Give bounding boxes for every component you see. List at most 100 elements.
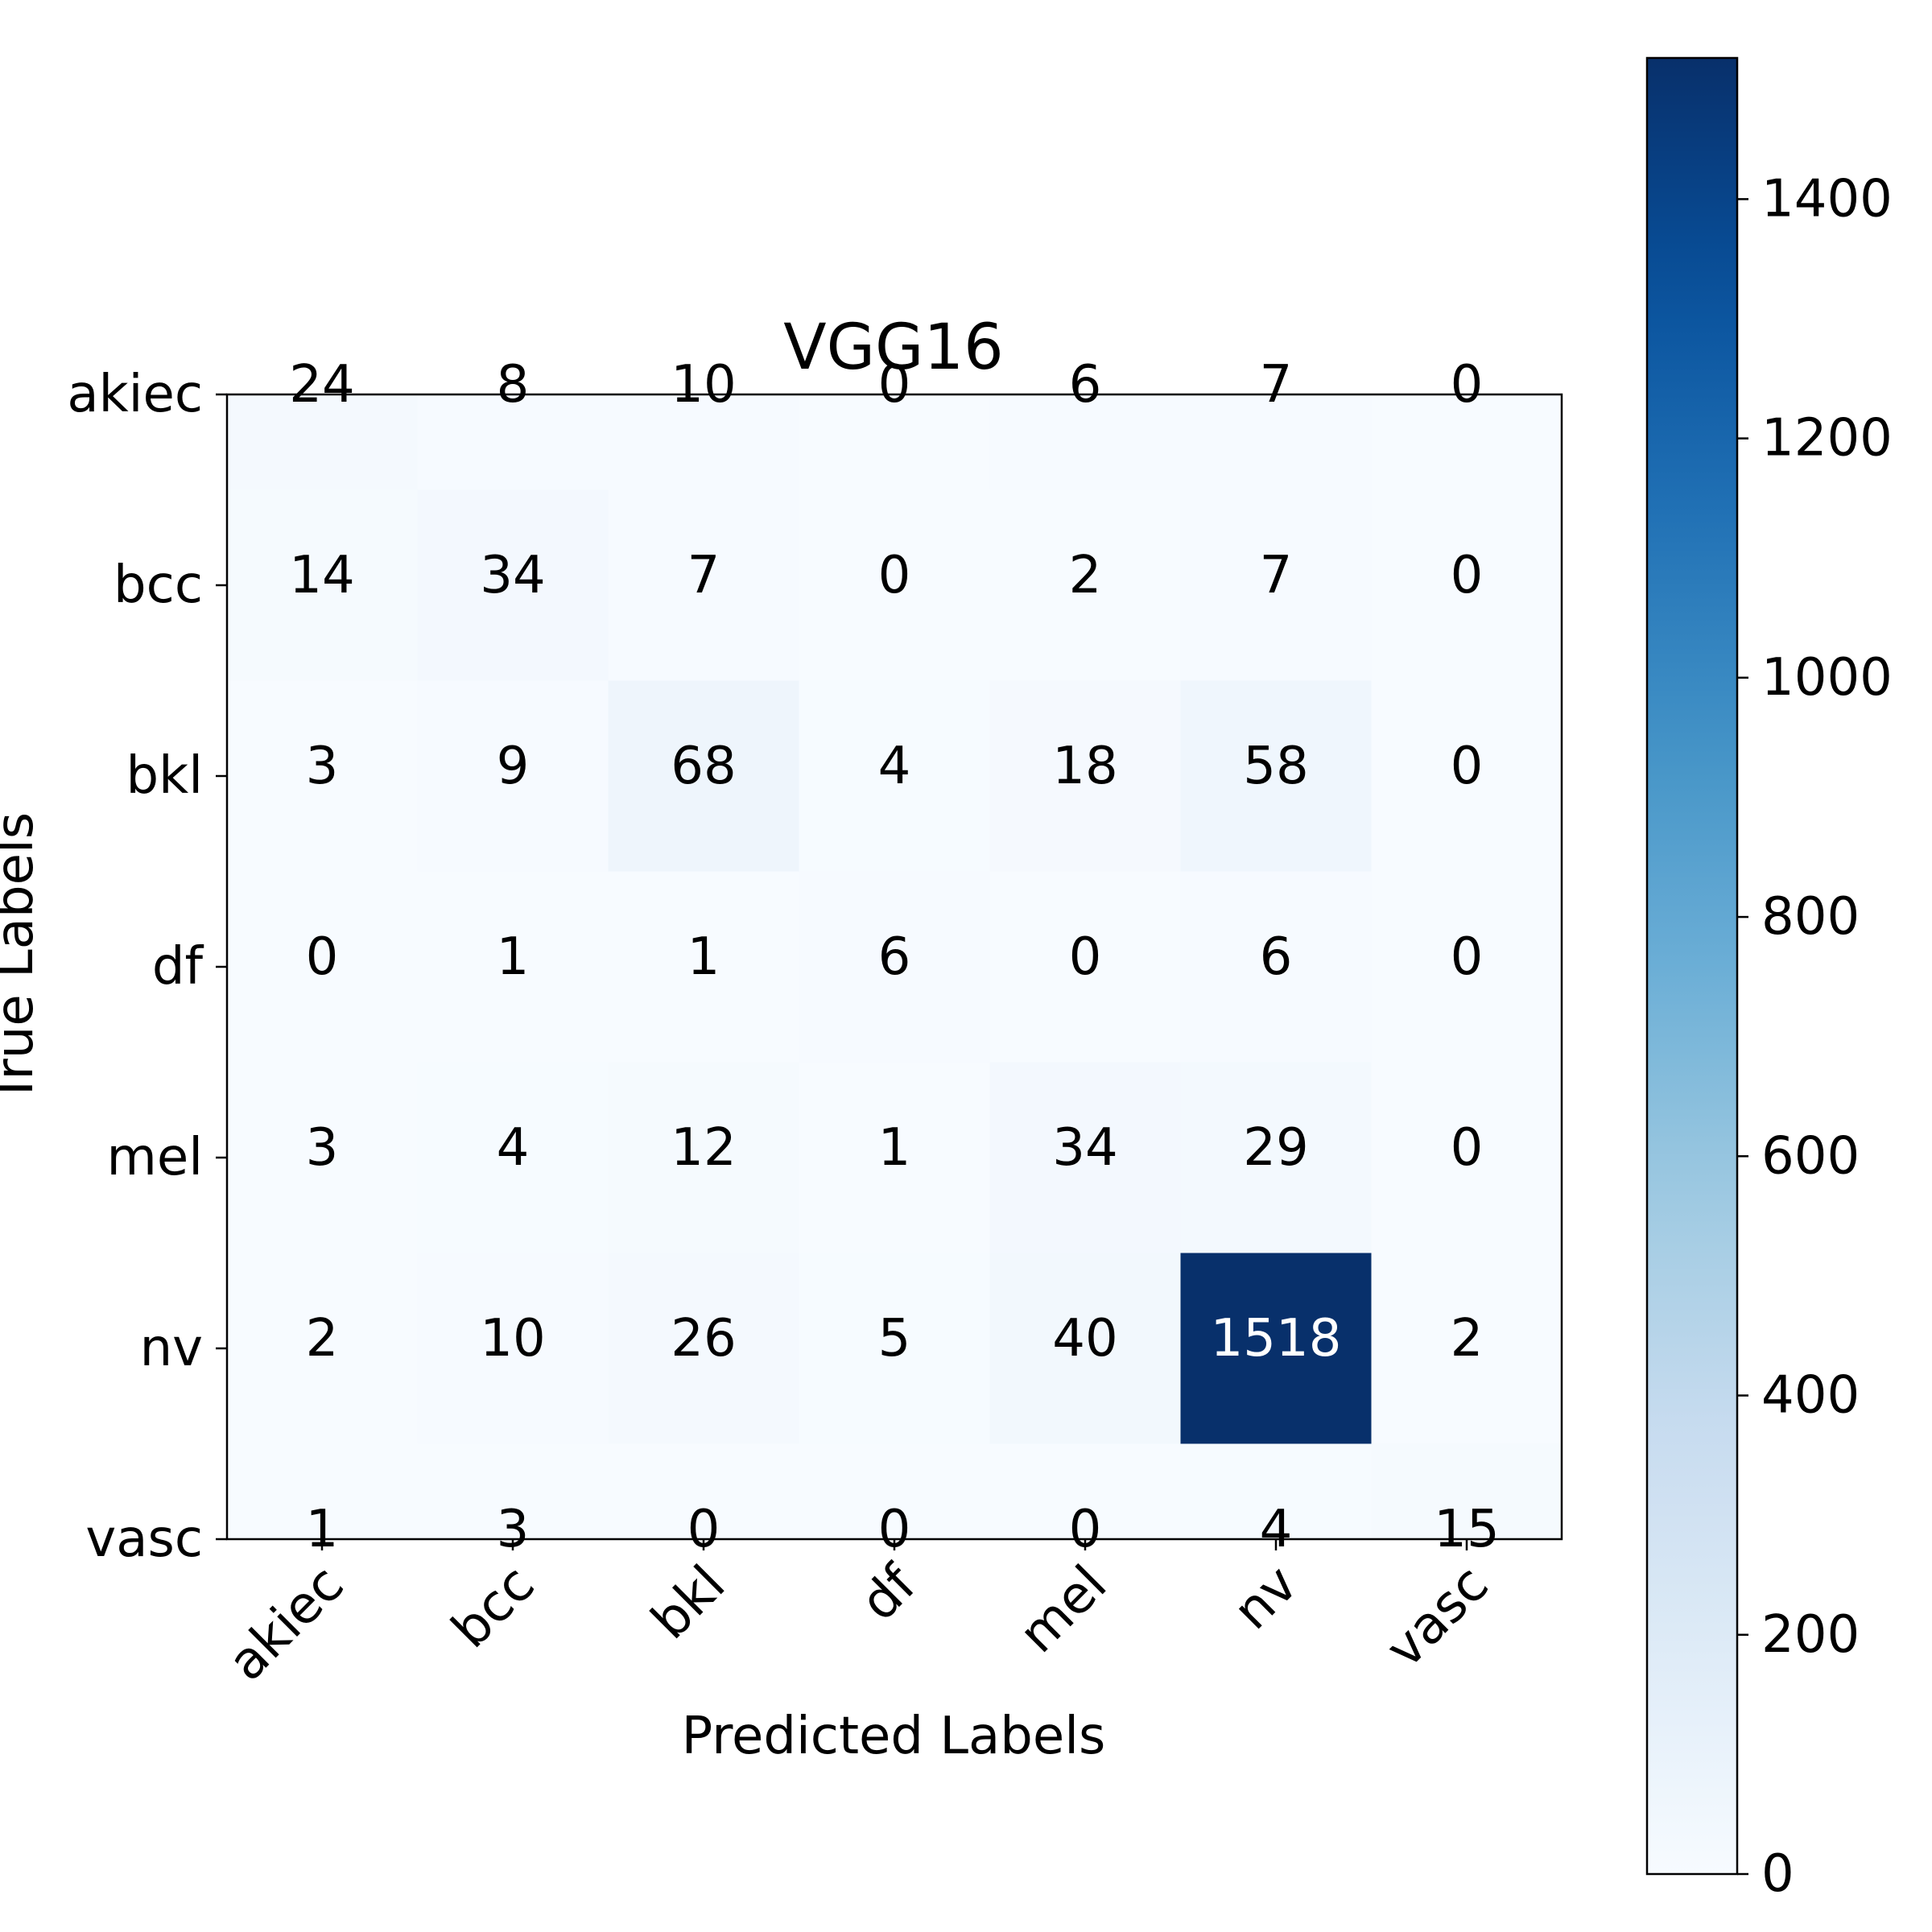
heatmap-cell [227, 489, 418, 681]
colorbar-tick-label: 800 [1761, 887, 1860, 947]
x-tick-label: mel [1008, 1554, 1118, 1665]
heatmap-cell [1180, 394, 1372, 490]
colorbar-tick-label: 400 [1761, 1366, 1860, 1426]
heatmap-cell [1371, 489, 1562, 681]
cell-value-label: 0 [306, 927, 339, 987]
y-tick-label: nv [140, 1319, 203, 1378]
colorbar-tick-label: 600 [1761, 1126, 1860, 1186]
heatmap-cell [417, 680, 609, 872]
cell-value-label: 12 [671, 1118, 736, 1178]
y-tick-label: bkl [126, 746, 203, 806]
heatmap-cell [417, 1443, 609, 1539]
heatmap-cell [1180, 871, 1372, 1063]
heatmap-cell [799, 1443, 990, 1539]
heatmap-cell [799, 1062, 990, 1253]
colorbar-tick-label: 1000 [1761, 648, 1893, 708]
cell-value-label: 9 [497, 737, 530, 796]
cell-value-label: 0 [1069, 927, 1102, 987]
cell-value-label: 6 [878, 927, 911, 987]
heatmap-cell [417, 1253, 609, 1444]
heatmap-cell [1180, 1253, 1372, 1444]
heatmap-cell [799, 680, 990, 872]
heatmap-cell [1371, 680, 1562, 872]
heatmap-cell [1180, 1443, 1372, 1539]
chart-title: VGG16 [783, 312, 1004, 384]
cell-value-label: 2 [1069, 546, 1102, 605]
heatmap-cell [1371, 1443, 1562, 1539]
heatmap-cell [417, 489, 609, 681]
cell-value-label: 3 [306, 737, 339, 796]
cell-value-label: 0 [1451, 737, 1484, 796]
cell-value-label: 58 [1243, 737, 1308, 796]
cell-value-label: 8 [497, 355, 530, 415]
colorbar: 0 200 400 600 800 1000 1200 1400 [1645, 56, 1893, 1904]
cell-value-label: 7 [1260, 355, 1293, 415]
cell-value-label: 2 [1451, 1309, 1484, 1368]
heatmap: 24 8 10 0 6 7 014 34 7 0 2 7 03 9 68 4 18 58 00 1 1 6 0 6 03 4 12 1… [67, 355, 1563, 1693]
cell-value-label: 1 [497, 927, 530, 987]
cell-value-label: 6 [1260, 927, 1293, 987]
heatmap-cell [608, 394, 799, 490]
y-tick-label: akiec [67, 365, 203, 424]
heatmap-cell [1371, 1253, 1562, 1444]
y-tick-label: df [152, 937, 204, 997]
cell-value-label: 0 [878, 355, 911, 415]
heatmap-cell [1371, 871, 1562, 1063]
x-tick-label: akiec [217, 1554, 356, 1693]
heatmap-cell [1371, 1062, 1562, 1253]
cell-value-label: 24 [289, 355, 354, 415]
heatmap-cell [608, 1443, 799, 1539]
cell-value-label: 0 [1451, 546, 1484, 605]
heatmap-cell [1180, 489, 1372, 681]
cell-value-label: 0 [1451, 1118, 1484, 1178]
heatmap-cell [799, 489, 990, 681]
cell-value-label: 29 [1243, 1118, 1308, 1178]
heatmap-cell [227, 680, 418, 872]
y-tick-label: mel [107, 1128, 204, 1187]
heatmap-cell [989, 871, 1181, 1063]
cell-value-label: 4 [878, 737, 911, 796]
heatmap-cell [989, 1062, 1181, 1253]
cell-value-label: 0 [1451, 355, 1484, 415]
heatmap-cell [608, 680, 799, 872]
heatmap-cell [227, 1062, 418, 1253]
heatmap-cell [989, 680, 1181, 872]
cell-value-label: 1 [687, 927, 720, 987]
heatmap-cell [608, 1062, 799, 1253]
cell-value-label: 1 [878, 1118, 911, 1178]
heatmap-cell [989, 489, 1181, 681]
cell-value-label: 2 [306, 1309, 339, 1368]
heatmap-cell [608, 1253, 799, 1444]
heatmap-cell [608, 489, 799, 681]
heatmap-cell [799, 394, 990, 490]
cell-value-label: 34 [1052, 1118, 1117, 1178]
heatmap-cell [1180, 680, 1372, 872]
cell-value-label: 0 [1451, 927, 1484, 987]
heatmap-cell [227, 1253, 418, 1444]
heatmap-cell [608, 871, 799, 1063]
cell-value-label: 40 [1052, 1309, 1117, 1368]
x-tick-label: bkl [640, 1554, 737, 1651]
heatmap-cell [989, 394, 1181, 490]
colorbar-frame [1645, 56, 1739, 1876]
cell-value-label: 10 [480, 1309, 545, 1368]
heatmap-cell [417, 394, 609, 490]
cell-value-label: 3 [306, 1118, 339, 1178]
heatmap-cell [227, 394, 418, 490]
cell-value-label: 10 [671, 355, 736, 415]
x-tick-label: vasc [1375, 1554, 1500, 1679]
colorbar-tick-label: 0 [1761, 1844, 1794, 1904]
cell-value-label: 4 [497, 1118, 530, 1178]
cell-value-label: 1518 [1211, 1309, 1342, 1368]
cell-value-label: 0 [878, 546, 911, 605]
cell-value-label: 68 [671, 737, 736, 796]
heatmap-cell [227, 1443, 418, 1539]
x-axis-label: Predicted Labels [682, 1707, 1106, 1766]
heatmap-cell [417, 871, 609, 1063]
cell-value-label: 14 [289, 546, 354, 605]
cell-value-label: 26 [671, 1309, 736, 1368]
heatmap-cell [799, 1253, 990, 1444]
x-tick-label: bcc [440, 1554, 546, 1660]
cell-value-label: 34 [480, 546, 545, 605]
